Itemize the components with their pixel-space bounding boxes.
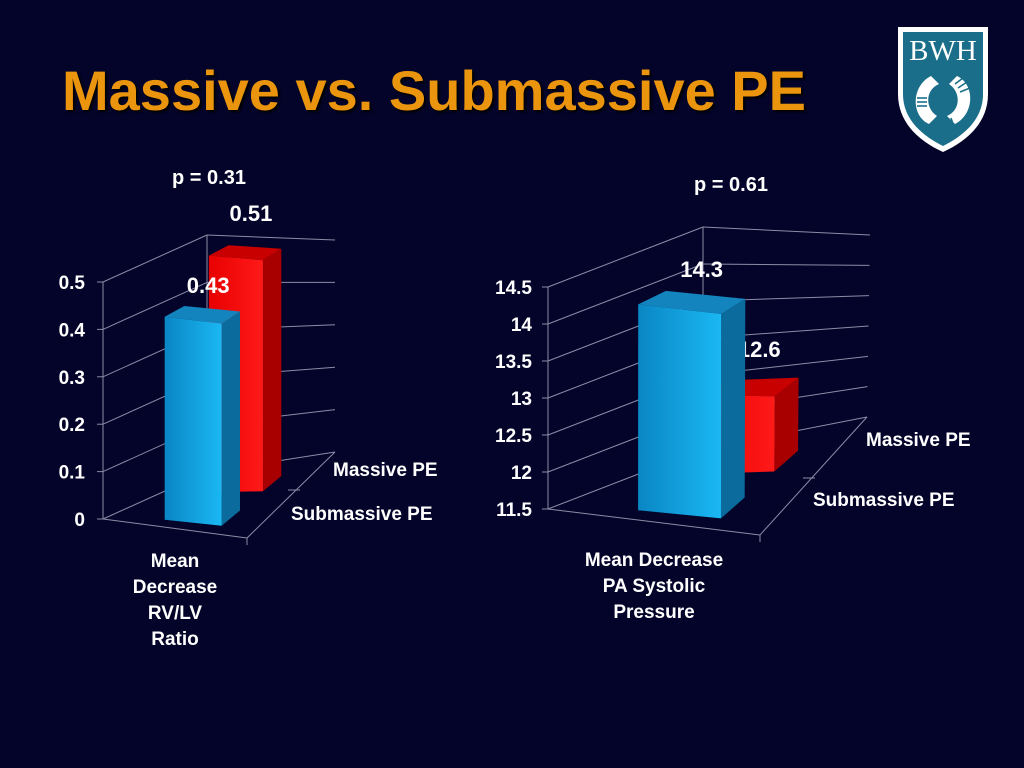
bar-massive-side <box>774 377 799 472</box>
bar-massive-side <box>262 248 282 492</box>
left-wall-gridline <box>102 234 208 283</box>
y-tick-label: 13 <box>511 389 532 410</box>
y-tick-label: 0.2 <box>59 415 85 436</box>
floor-right-edge <box>246 451 336 539</box>
bar-submassive-top <box>164 306 240 324</box>
data-label: 0.43 <box>187 273 230 298</box>
p-value-annotation: p = 0.61 <box>694 174 768 196</box>
back-wall-gridline <box>702 226 871 236</box>
y-tick-label: 11.5 <box>496 500 532 521</box>
y-tick-label: 0.3 <box>59 368 85 389</box>
x-axis-label-line: RV/LV <box>147 603 203 624</box>
bar-submassive-front <box>638 304 722 519</box>
slide-title: Massive vs. Submassive PE <box>62 59 806 122</box>
y-tick-label: 14.5 <box>495 278 532 299</box>
y-tick-label: 0.4 <box>59 320 86 341</box>
data-label: 14.3 <box>680 257 723 282</box>
y-tick-label: 0 <box>74 510 85 531</box>
x-axis-label-line: Decrease <box>132 577 218 598</box>
floor-front-edge <box>102 518 248 539</box>
bwh-logo: BWH <box>898 27 988 152</box>
data-label: 0.51 <box>230 201 273 226</box>
x-axis-label-line: Mean Decrease <box>584 550 724 571</box>
floor-right-edge <box>759 416 868 536</box>
p-value-annotation: p = 0.31 <box>172 167 246 189</box>
y-tick-label: 12 <box>511 463 532 484</box>
y-tick-label: 13.5 <box>495 352 532 373</box>
y-tick-label: 14 <box>511 315 533 336</box>
category-label-submassive: Submassive PE <box>813 490 955 511</box>
left-wall-gridline <box>547 263 704 325</box>
left-wall-gridline <box>102 281 208 330</box>
bar-submassive-side <box>720 298 746 519</box>
bar-submassive-side <box>221 311 240 526</box>
category-label-massive: Massive PE <box>866 430 971 451</box>
x-axis-label-line: PA Systolic <box>602 576 706 597</box>
category-label-submassive: Submassive PE <box>291 504 433 525</box>
back-wall-gridline <box>702 263 870 266</box>
bar-massive-top <box>208 245 282 261</box>
left-wall-gridline <box>547 226 704 288</box>
back-wall-gridline <box>206 234 336 241</box>
x-axis-label: Mean Decrease RV/LV Ratio <box>100 549 250 653</box>
x-axis-label-line: Ratio <box>151 629 199 650</box>
x-axis-label-line: Pressure <box>613 602 695 623</box>
y-tick-label: 0.1 <box>59 463 86 484</box>
x-axis-label-line: Mean <box>150 551 200 572</box>
y-tick-label: 0.5 <box>59 273 86 294</box>
floor-front-edge <box>547 508 761 536</box>
bar-submassive-front <box>164 316 222 526</box>
category-label-massive: Massive PE <box>333 460 438 481</box>
bar-submassive-top <box>638 290 746 314</box>
x-axis-label: Mean Decrease PA Systolic Pressure <box>554 548 754 626</box>
svg-text:BWH: BWH <box>909 35 977 67</box>
y-tick-label: 12.5 <box>495 426 532 447</box>
